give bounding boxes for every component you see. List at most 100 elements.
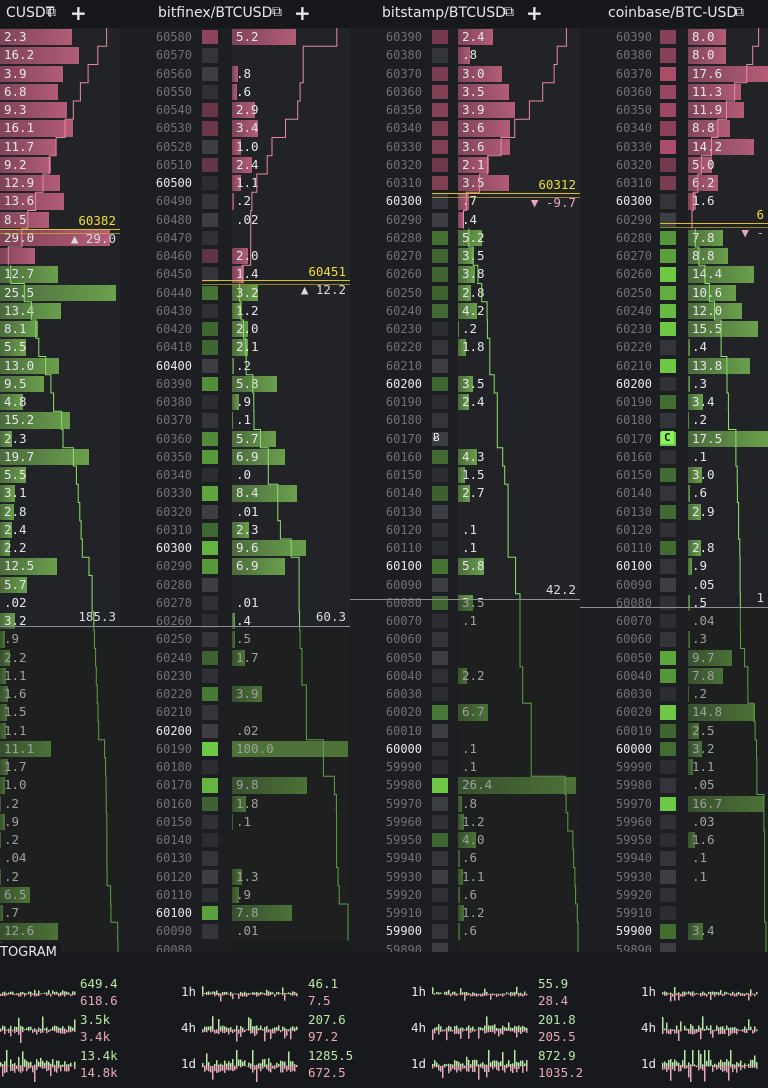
ask-row[interactable]: 3.0: [458, 65, 580, 83]
bid-row[interactable]: 1.0: [0, 776, 120, 794]
bid-row[interactable]: [458, 503, 580, 521]
bid-row[interactable]: 3.9: [232, 685, 350, 703]
bid-row[interactable]: 12.0: [688, 302, 768, 320]
ask-row[interactable]: 1.0: [232, 138, 350, 156]
ask-row[interactable]: 2.0: [232, 247, 350, 265]
ask-row[interactable]: .4: [458, 211, 580, 229]
bid-row[interactable]: 3.5: [458, 375, 580, 393]
bid-row[interactable]: [688, 521, 768, 539]
bid-row[interactable]: 5.2: [458, 229, 580, 247]
bid-row[interactable]: 2.2: [0, 649, 120, 667]
ask-row[interactable]: 5.2: [232, 28, 350, 46]
bid-row[interactable]: 9.8: [232, 776, 350, 794]
bid-row[interactable]: 1.3: [232, 868, 350, 886]
ask-row[interactable]: 12.9: [0, 174, 120, 192]
bid-row[interactable]: [458, 630, 580, 648]
bid-row[interactable]: .2: [688, 411, 768, 429]
bid-row[interactable]: .01: [232, 922, 350, 940]
bid-row[interactable]: 1.2: [458, 813, 580, 831]
bid-row[interactable]: 1.2: [232, 302, 350, 320]
ask-row[interactable]: .6: [232, 83, 350, 101]
bid-row[interactable]: [232, 758, 350, 776]
bid-row[interactable]: 9.5: [0, 375, 120, 393]
bid-row[interactable]: 9.7: [688, 649, 768, 667]
bid-row[interactable]: [458, 411, 580, 429]
bid-row[interactable]: .1: [688, 448, 768, 466]
ask-row[interactable]: 2.3: [0, 28, 120, 46]
bid-row[interactable]: .2: [688, 685, 768, 703]
ask-row[interactable]: 3.5: [458, 83, 580, 101]
bid-row[interactable]: 3.8: [458, 265, 580, 283]
bid-row[interactable]: .1: [458, 758, 580, 776]
bid-row[interactable]: 7.8: [688, 667, 768, 685]
bid-row[interactable]: 5.7: [0, 576, 120, 594]
bid-row[interactable]: .0: [232, 466, 350, 484]
bid-row[interactable]: 5.5: [0, 466, 120, 484]
bid-row[interactable]: 3.1: [0, 484, 120, 502]
ask-row[interactable]: 8.0: [688, 28, 768, 46]
bid-row[interactable]: 1.5: [458, 466, 580, 484]
bid-row[interactable]: 8.4: [232, 484, 350, 502]
ask-row[interactable]: .02: [232, 211, 350, 229]
ask-row[interactable]: 14.2: [688, 138, 768, 156]
ask-row[interactable]: 5.0: [688, 156, 768, 174]
ask-row[interactable]: 3.9: [0, 65, 120, 83]
ask-row[interactable]: 3.4: [232, 119, 350, 137]
bid-row[interactable]: .2: [0, 868, 120, 886]
bid-row[interactable]: 4.0: [458, 831, 580, 849]
ask-row[interactable]: [232, 229, 350, 247]
bid-row[interactable]: 16.7: [688, 795, 768, 813]
bid-row[interactable]: 12.5: [0, 557, 120, 575]
ask-row[interactable]: 13.6: [0, 192, 120, 210]
bid-row[interactable]: [232, 849, 350, 867]
bid-row[interactable]: .1: [232, 813, 350, 831]
ask-row[interactable]: 9.3: [0, 101, 120, 119]
bid-row[interactable]: [458, 722, 580, 740]
bid-row[interactable]: .9: [0, 630, 120, 648]
bid-row[interactable]: 19.7: [0, 448, 120, 466]
bid-row[interactable]: 17.5: [688, 430, 768, 448]
ask-row[interactable]: 11.9: [688, 101, 768, 119]
bid-row[interactable]: .1: [688, 868, 768, 886]
bid-row[interactable]: 2.5: [688, 722, 768, 740]
bid-row[interactable]: 4.3: [458, 448, 580, 466]
bid-row[interactable]: .1: [232, 411, 350, 429]
bid-row[interactable]: 2.7: [458, 484, 580, 502]
bid-row[interactable]: [232, 667, 350, 685]
ask-row[interactable]: 3.9: [458, 101, 580, 119]
bid-row[interactable]: 25.5: [0, 284, 120, 302]
bid-row[interactable]: .3: [688, 375, 768, 393]
bid-row[interactable]: .1: [688, 849, 768, 867]
bid-row[interactable]: [458, 430, 580, 448]
bid-row[interactable]: 4.2: [458, 302, 580, 320]
bid-row[interactable]: 1.1: [0, 722, 120, 740]
ask-row[interactable]: 2.1: [458, 156, 580, 174]
bid-row[interactable]: [688, 904, 768, 922]
bid-row[interactable]: [458, 941, 580, 953]
bid-row[interactable]: 14.8: [688, 703, 768, 721]
plus-icon[interactable]: +: [294, 1, 311, 25]
ask-row[interactable]: 3.6: [458, 138, 580, 156]
bid-row[interactable]: 3.4: [688, 922, 768, 940]
bid-row[interactable]: [232, 703, 350, 721]
bid-row[interactable]: .7: [0, 904, 120, 922]
bid-row[interactable]: 4.8: [0, 393, 120, 411]
bid-row[interactable]: .1: [458, 539, 580, 557]
bid-row[interactable]: [458, 649, 580, 667]
bid-row[interactable]: .03: [688, 813, 768, 831]
bid-row[interactable]: [688, 886, 768, 904]
bid-row[interactable]: 11.1: [0, 740, 120, 758]
screenshot-icon[interactable]: ⧉: [46, 4, 56, 20]
bid-row[interactable]: 1.7: [232, 649, 350, 667]
bid-row[interactable]: 1.1: [688, 758, 768, 776]
ask-row[interactable]: [232, 46, 350, 64]
screenshot-icon[interactable]: ⧉: [272, 4, 282, 20]
bid-row[interactable]: .2: [458, 320, 580, 338]
bid-row[interactable]: 2.2: [458, 667, 580, 685]
bid-row[interactable]: .2: [0, 795, 120, 813]
bid-row[interactable]: .6: [458, 922, 580, 940]
ask-row[interactable]: 3.6: [458, 119, 580, 137]
bid-row[interactable]: .8: [458, 795, 580, 813]
bid-row[interactable]: .5: [232, 630, 350, 648]
bid-row[interactable]: 12.6: [0, 922, 120, 940]
